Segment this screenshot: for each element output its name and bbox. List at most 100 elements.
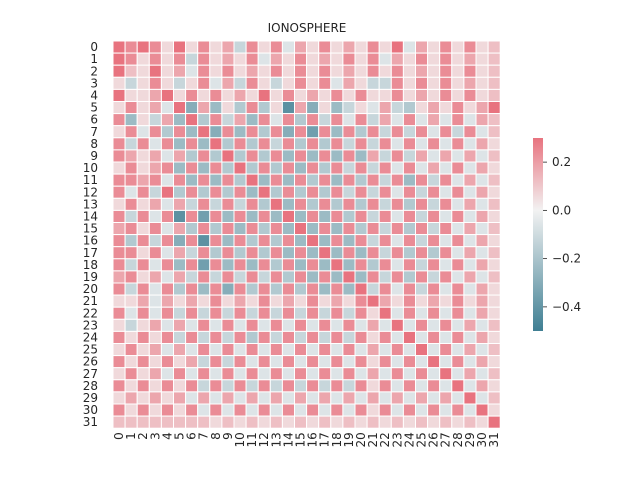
heatmap-cell — [148, 343, 162, 357]
heatmap-cell — [427, 270, 441, 284]
heatmap-cell — [233, 294, 247, 308]
heatmap-cell — [233, 258, 247, 272]
heatmap-cell — [354, 282, 368, 296]
heatmap-cell — [390, 258, 404, 272]
heatmap-cell — [148, 149, 162, 163]
heatmap-cell — [439, 282, 453, 296]
heatmap-cell — [402, 76, 416, 90]
heatmap-cell — [475, 125, 489, 139]
heatmap-cell — [281, 88, 295, 103]
heatmap-cell — [439, 270, 453, 284]
heatmap-cell — [257, 391, 271, 405]
heatmap-cell — [451, 209, 465, 223]
heatmap-cell — [330, 149, 344, 163]
heatmap-cell — [378, 415, 392, 429]
heatmap-cell — [245, 197, 259, 211]
heatmap-cell — [136, 379, 150, 393]
heatmap-cell — [475, 270, 489, 284]
heatmap-cell — [281, 270, 295, 284]
heatmap-cell — [402, 137, 416, 151]
heatmap-cell — [233, 367, 247, 381]
heatmap-cell — [124, 149, 138, 163]
heatmap-cell — [390, 294, 404, 308]
heatmap-cell — [366, 343, 380, 357]
heatmap-cell — [342, 161, 356, 175]
heatmap-cell — [112, 173, 126, 187]
heatmap-cell — [475, 52, 489, 66]
heatmap-cell — [160, 173, 174, 187]
heatmap-cell — [402, 391, 416, 405]
x-tick-label: 29 — [463, 432, 477, 447]
heatmap-cell — [233, 403, 247, 417]
y-tick-label: 5 — [90, 101, 98, 115]
heatmap-cell — [463, 391, 477, 405]
heatmap-cell — [342, 125, 356, 139]
heatmap-cell — [124, 258, 138, 272]
heatmap-cell — [378, 64, 392, 78]
x-tick-label: 2 — [136, 432, 150, 440]
heatmap-cell — [402, 113, 416, 127]
heatmap-cell — [233, 76, 247, 90]
y-tick-label: 12 — [83, 185, 98, 199]
heatmap-cell — [197, 76, 211, 90]
heatmap-cell — [257, 379, 271, 393]
heatmap-cell — [197, 403, 211, 417]
heatmap-cell — [136, 318, 150, 332]
heatmap-cell — [342, 101, 356, 115]
heatmap-cell — [112, 137, 126, 151]
heatmap-cell — [281, 137, 295, 151]
heatmap-cell — [281, 355, 295, 369]
heatmap-cell — [390, 306, 404, 320]
heatmap-cell — [463, 209, 477, 223]
heatmap-cell — [342, 403, 356, 417]
heatmap-cell — [221, 415, 235, 429]
heatmap-cell — [136, 113, 150, 127]
heatmap-cell — [342, 258, 356, 272]
heatmap-cell — [112, 209, 126, 223]
heatmap-cell — [197, 52, 211, 66]
heatmap-cell — [294, 270, 308, 284]
heatmap-cell — [136, 137, 150, 151]
heatmap-cell — [306, 185, 320, 199]
heatmap-cell — [294, 234, 308, 248]
heatmap-cell — [475, 64, 489, 78]
heatmap-cell — [257, 113, 271, 127]
heatmap-cell — [112, 234, 126, 248]
heatmap-cell — [281, 52, 295, 66]
heatmap-cell — [185, 415, 199, 429]
heatmap-cell — [245, 391, 259, 405]
heatmap-cell — [306, 64, 320, 78]
heatmap-cell — [269, 222, 283, 236]
heatmap-cell — [160, 343, 174, 357]
heatmap-cell — [378, 318, 392, 332]
heatmap-cell — [269, 185, 283, 199]
x-tick-label: 21 — [366, 432, 380, 447]
heatmap-cell — [415, 197, 429, 211]
heatmap-cell — [160, 76, 174, 90]
y-tick-label: 20 — [83, 282, 98, 296]
heatmap-cell — [281, 161, 295, 175]
heatmap-cell — [463, 306, 477, 320]
heatmap-cell — [112, 415, 126, 429]
heatmap-cell — [439, 149, 453, 163]
heatmap-cell — [124, 222, 138, 236]
heatmap-cell — [415, 415, 429, 429]
heatmap-cell — [124, 270, 138, 284]
heatmap-cell — [354, 270, 368, 284]
heatmap-cell — [366, 246, 380, 260]
heatmap-cell — [294, 306, 308, 320]
heatmap-cell — [415, 222, 429, 236]
heatmap-cell — [402, 197, 416, 211]
heatmap-cell — [269, 246, 283, 260]
heatmap-cell — [451, 415, 465, 429]
heatmap-cell — [233, 318, 247, 332]
heatmap-cell — [390, 415, 404, 429]
heatmap-cell — [221, 125, 235, 139]
x-tick-label: 16 — [306, 432, 320, 447]
heatmap-cell — [330, 64, 344, 78]
heatmap-cell — [148, 258, 162, 272]
heatmap-cell — [378, 137, 392, 151]
heatmap-cell — [160, 306, 174, 320]
heatmap-cell — [221, 137, 235, 151]
heatmap-cell — [245, 64, 259, 78]
